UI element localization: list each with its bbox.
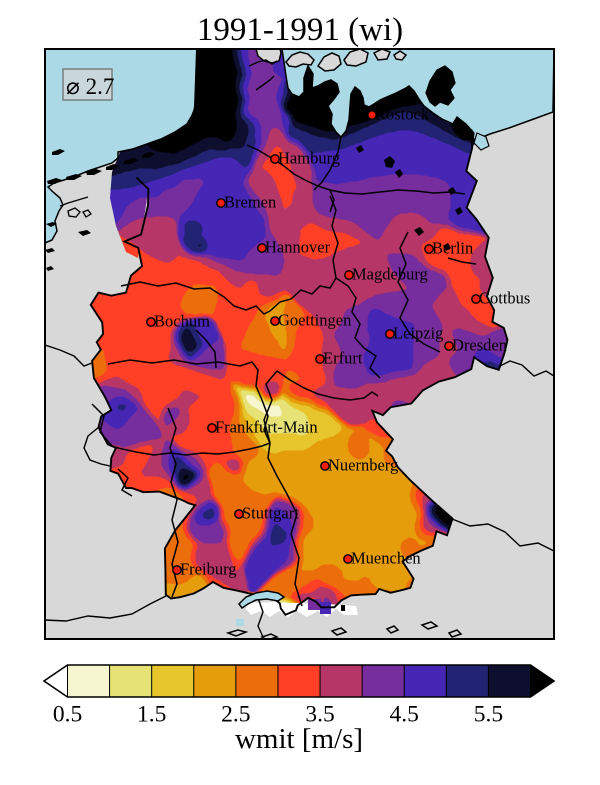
svg-text:Bochum: Bochum [154, 312, 210, 331]
svg-text:Berlin: Berlin [432, 239, 473, 258]
svg-text:2.5: 2.5 [221, 702, 250, 728]
svg-text:Hamburg: Hamburg [278, 149, 340, 168]
svg-text:5.5: 5.5 [474, 702, 503, 728]
svg-text:4.5: 4.5 [390, 702, 419, 728]
svg-text:3.5: 3.5 [305, 702, 334, 728]
svg-text:Hannover: Hannover [265, 238, 331, 257]
svg-text:Cottbus: Cottbus [479, 289, 530, 308]
svg-text:Goettingen: Goettingen [278, 311, 351, 330]
svg-text:Nuernberg: Nuernberg [328, 456, 398, 475]
svg-text:1.5: 1.5 [137, 702, 166, 728]
svg-text:Rostock: Rostock [375, 105, 430, 124]
svg-text:⌀ 2.7: ⌀ 2.7 [66, 74, 114, 99]
svg-text:Leipzig: Leipzig [393, 324, 443, 343]
svg-text:Muenchen: Muenchen [351, 549, 421, 568]
svg-text:Freiburg: Freiburg [180, 560, 237, 579]
svg-text:Magdeburg: Magdeburg [352, 265, 428, 284]
svg-text:Frankfurt-Main: Frankfurt-Main [215, 418, 318, 437]
svg-text:0.5: 0.5 [53, 702, 82, 728]
svg-text:Bremen: Bremen [224, 193, 276, 212]
svg-text:1991-1991 (wi): 1991-1991 (wi) [197, 12, 403, 48]
svg-text:Erfurt: Erfurt [323, 349, 363, 368]
svg-text:wmit [m/s]: wmit [m/s] [235, 723, 363, 755]
svg-text:Stuttgart: Stuttgart [242, 504, 299, 523]
svg-text:Dresden: Dresden [452, 336, 507, 355]
